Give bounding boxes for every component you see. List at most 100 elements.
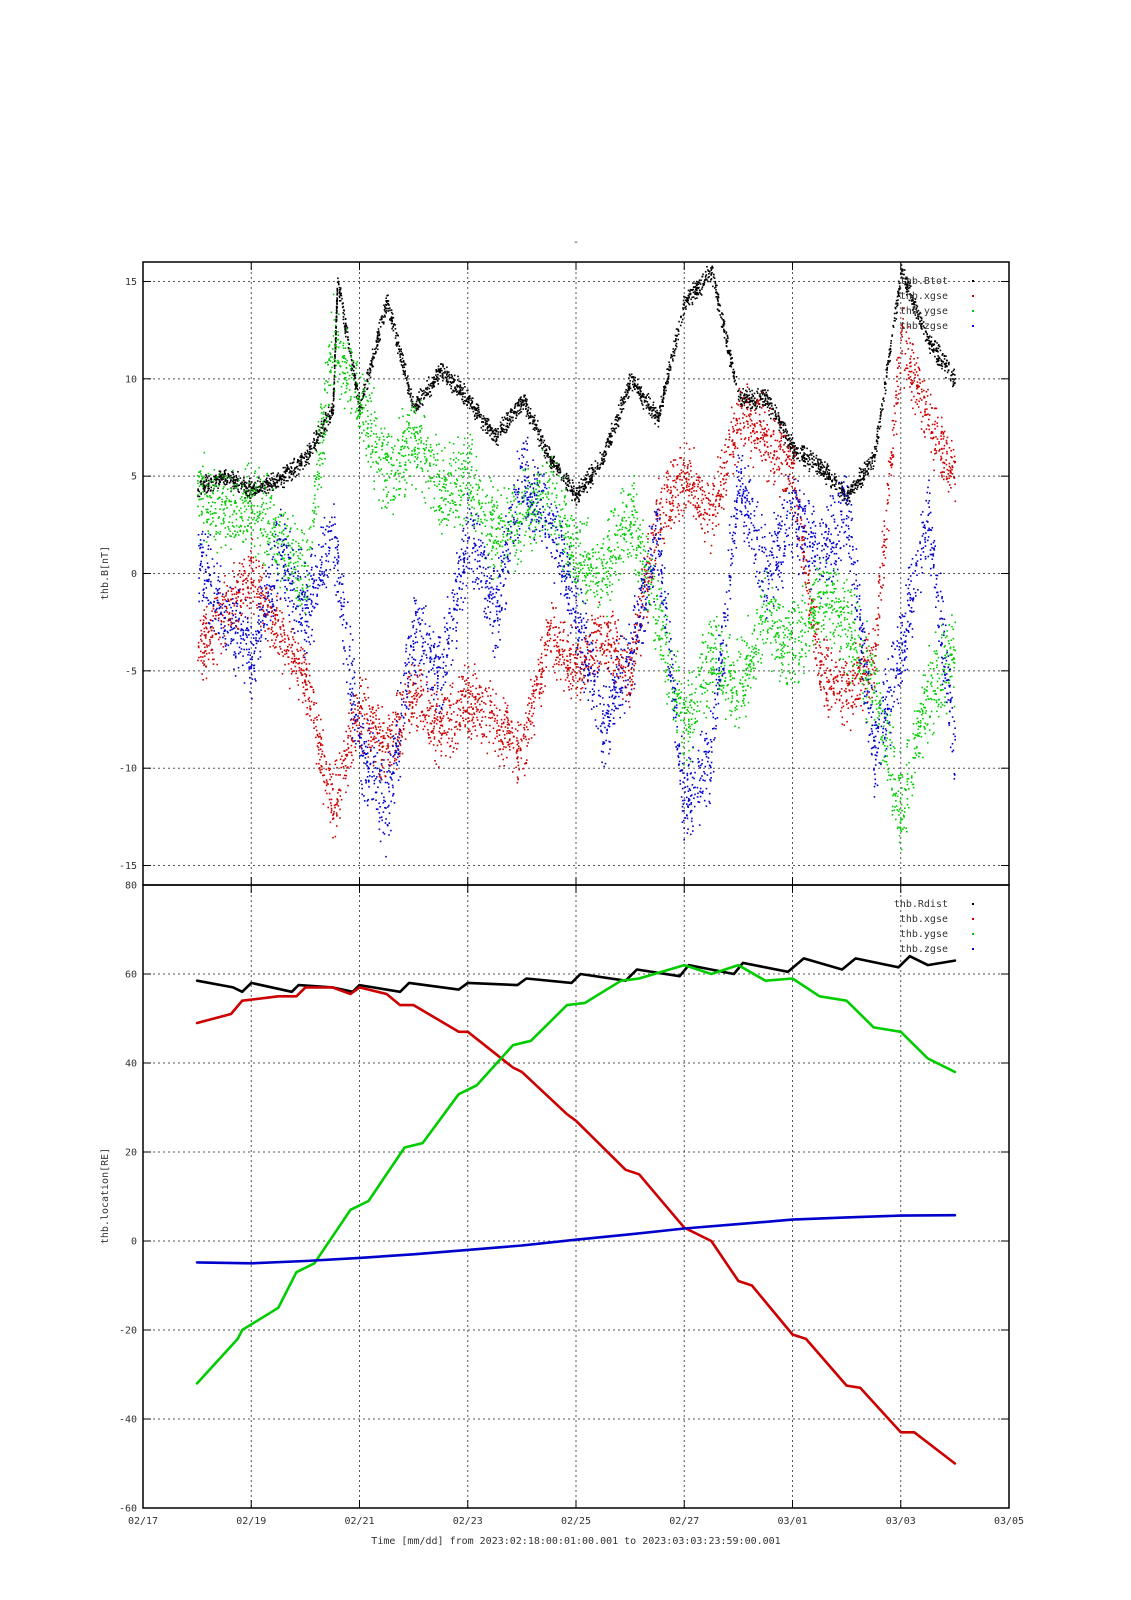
panel-magnetic-field-point bbox=[886, 366, 889, 369]
panel-magnetic-field-point bbox=[767, 398, 770, 400]
panel-magnetic-field-point bbox=[220, 643, 222, 645]
panel-magnetic-field-point bbox=[494, 429, 497, 432]
panel-magnetic-field-point bbox=[318, 762, 320, 765]
panel-magnetic-field-point bbox=[721, 326, 724, 328]
panel-magnetic-field-point bbox=[520, 411, 523, 413]
panel-magnetic-field-point bbox=[461, 392, 464, 394]
panel-magnetic-field-point bbox=[427, 383, 430, 386]
panel-magnetic-field-point bbox=[342, 318, 345, 321]
panel-magnetic-field-point bbox=[846, 498, 849, 500]
panel-magnetic-field-point bbox=[459, 389, 462, 392]
panel-magnetic-field-point bbox=[469, 686, 472, 688]
panel-magnetic-field-point bbox=[499, 729, 501, 731]
panel-magnetic-field-point bbox=[415, 404, 418, 407]
panel-magnetic-field-point bbox=[275, 646, 277, 648]
panel-magnetic-field-point bbox=[538, 445, 540, 447]
panel-magnetic-field-point bbox=[218, 613, 221, 616]
panel-magnetic-field-point bbox=[640, 399, 642, 402]
panel-magnetic-field-point bbox=[516, 730, 519, 732]
panel-magnetic-field-point bbox=[594, 467, 597, 469]
panel-magnetic-field-point bbox=[470, 399, 472, 401]
panel-magnetic-field-point bbox=[327, 423, 330, 426]
panel-magnetic-field-point bbox=[795, 453, 798, 455]
panel-magnetic-field-point bbox=[464, 694, 467, 697]
panel-magnetic-field-point bbox=[429, 707, 432, 710]
panel-magnetic-field-point bbox=[448, 737, 450, 740]
panel-magnetic-field-point bbox=[603, 451, 605, 454]
panel-magnetic-field-point bbox=[802, 448, 804, 451]
panel-magnetic-field-point bbox=[474, 698, 476, 701]
panel-magnetic-field-point bbox=[256, 492, 258, 494]
panel-magnetic-field-point bbox=[209, 642, 211, 645]
panel-magnetic-field-point bbox=[237, 627, 239, 630]
panel-magnetic-field-point bbox=[211, 610, 213, 612]
panel-magnetic-field-point bbox=[673, 352, 676, 354]
panel-magnetic-field-point bbox=[824, 461, 826, 463]
panel-magnetic-field-point bbox=[550, 467, 553, 470]
panel-magnetic-field-point bbox=[252, 581, 254, 584]
panel-magnetic-field-point bbox=[370, 727, 372, 729]
panel-magnetic-field-point bbox=[262, 610, 265, 612]
panel-magnetic-field-point bbox=[481, 700, 483, 703]
panel-magnetic-field-point bbox=[203, 652, 205, 654]
panel-magnetic-field-point bbox=[370, 360, 372, 362]
panel-magnetic-field-point bbox=[435, 371, 438, 373]
panel-magnetic-field-point bbox=[480, 686, 482, 689]
panel-magnetic-field-point bbox=[886, 371, 888, 374]
panel-magnetic-field-point bbox=[754, 403, 757, 405]
panel-magnetic-field-point bbox=[474, 408, 476, 411]
panel-magnetic-field-point bbox=[401, 357, 404, 360]
panel-magnetic-field-point bbox=[546, 452, 548, 455]
panel-magnetic-field-point bbox=[546, 621, 549, 624]
panel-magnetic-field-point bbox=[230, 474, 232, 477]
panel-magnetic-field-point bbox=[539, 688, 541, 690]
panel-magnetic-field-point bbox=[948, 363, 950, 366]
panel-magnetic-field-point bbox=[756, 399, 758, 402]
panel-magnetic-field-point bbox=[407, 383, 410, 386]
panel-magnetic-field-point bbox=[570, 485, 573, 488]
panel-magnetic-field-point bbox=[367, 696, 370, 699]
panel-magnetic-field-point bbox=[240, 573, 243, 575]
panel-magnetic-field-point bbox=[706, 266, 708, 268]
panel-magnetic-field-point bbox=[673, 340, 675, 343]
panel-magnetic-field-point bbox=[397, 747, 399, 750]
panel-magnetic-field-point bbox=[674, 334, 677, 337]
panel-magnetic-field-point bbox=[316, 734, 319, 737]
panel-magnetic-field-point bbox=[809, 458, 811, 461]
panel-magnetic-field-point bbox=[208, 487, 210, 490]
panel-magnetic-field-point bbox=[208, 482, 210, 484]
panel-magnetic-field-point bbox=[730, 358, 732, 360]
panel-magnetic-field-point bbox=[489, 704, 492, 707]
panel-magnetic-field-point bbox=[469, 693, 472, 695]
panel-magnetic-field-point bbox=[502, 730, 505, 732]
panel-magnetic-field-point bbox=[810, 452, 812, 455]
panel-magnetic-field-point bbox=[478, 411, 480, 413]
panel-magnetic-field-point bbox=[291, 470, 293, 473]
panel-magnetic-field-point bbox=[596, 462, 599, 464]
panel-magnetic-field-point bbox=[373, 735, 376, 738]
panel-magnetic-field-point bbox=[209, 490, 212, 492]
panel-magnetic-field-point bbox=[718, 304, 721, 306]
panel-magnetic-field-point bbox=[852, 481, 854, 484]
panel-magnetic-field-point bbox=[385, 312, 387, 314]
panel-magnetic-field-point bbox=[470, 703, 472, 705]
panel-magnetic-field-point bbox=[371, 359, 374, 361]
panel-magnetic-field-point bbox=[411, 404, 413, 407]
panel-magnetic-field-point bbox=[436, 379, 439, 382]
panel-magnetic-field-point bbox=[400, 731, 403, 734]
panel-magnetic-field-point bbox=[898, 295, 901, 297]
panel-magnetic-field-point bbox=[404, 712, 407, 715]
panel-magnetic-field-point bbox=[376, 336, 379, 339]
panel-magnetic-field-point bbox=[582, 479, 584, 481]
panel-magnetic-field-point bbox=[787, 439, 789, 442]
panel-magnetic-field-point bbox=[352, 740, 354, 742]
panel-magnetic-field-point bbox=[339, 758, 342, 761]
panel-magnetic-field-point bbox=[517, 747, 520, 750]
panel-magnetic-field-point bbox=[237, 478, 239, 480]
panel-magnetic-field-point bbox=[296, 680, 299, 682]
panel-magnetic-field-point bbox=[260, 487, 262, 489]
panel-magnetic-field-point bbox=[807, 463, 810, 466]
panel-magnetic-field-point bbox=[295, 661, 297, 664]
panel-magnetic-field-point bbox=[472, 408, 474, 410]
panel-magnetic-field-point bbox=[256, 593, 258, 595]
